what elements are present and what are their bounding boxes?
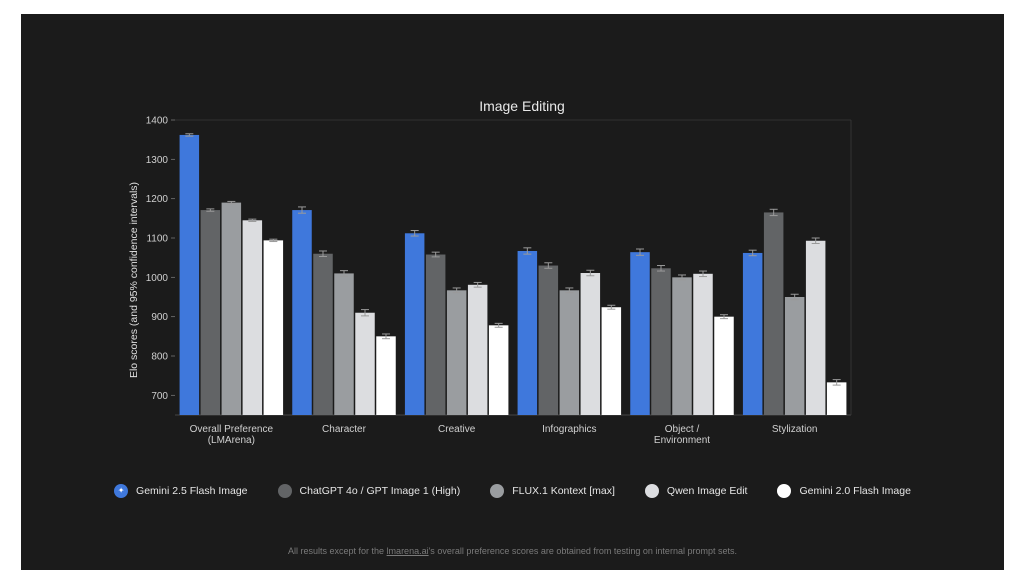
legend-label: Qwen Image Edit xyxy=(666,485,748,497)
bar xyxy=(334,273,354,415)
category-label: Infographics xyxy=(542,424,596,435)
category-label: Overall Preference (LMArena) xyxy=(190,424,274,446)
y-tick-label: 1200 xyxy=(146,194,169,205)
bar xyxy=(242,220,263,415)
bar xyxy=(826,382,847,415)
bar xyxy=(784,297,805,415)
legend-swatch xyxy=(644,484,659,498)
category-label: Creative xyxy=(438,424,476,435)
bar xyxy=(292,210,312,415)
y-tick-label: 1100 xyxy=(146,234,168,245)
legend-swatch xyxy=(277,484,292,498)
bar xyxy=(200,210,221,415)
legend-label: ChatGPT 4o / GPT Image 1 (High) xyxy=(299,485,461,497)
footnote-suffix: 's overall preference scores are obtaine… xyxy=(428,546,737,556)
lmarena-link[interactable]: lmarena.ai xyxy=(386,546,429,556)
bar xyxy=(263,240,284,415)
y-tick-label: 900 xyxy=(151,312,168,323)
chart-frame: Image Editing Elo scores (and 95% confid… xyxy=(21,14,1004,570)
bar xyxy=(651,268,671,415)
bar xyxy=(355,312,375,415)
bar xyxy=(601,307,622,415)
y-tick-label: 1400 xyxy=(146,116,169,127)
bar xyxy=(559,290,580,415)
bar xyxy=(693,273,713,415)
bar xyxy=(517,250,538,415)
bar xyxy=(763,212,784,415)
legend-label: Gemini 2.5 Flash Image xyxy=(136,485,248,497)
legend-item: FLUX.1 Kontext [max] xyxy=(490,484,615,498)
bar xyxy=(580,273,601,415)
bar xyxy=(221,202,242,415)
bar xyxy=(538,265,559,415)
bar xyxy=(467,284,488,415)
bar xyxy=(630,252,650,415)
y-tick-label: 800 xyxy=(151,352,168,363)
legend-item: Qwen Image Edit xyxy=(644,484,748,498)
bar xyxy=(179,134,200,415)
legend-label: Gemini 2.0 Flash Image xyxy=(799,485,911,497)
legend: ✦ Gemini 2.5 Flash Image ChatGPT 4o / GPT … xyxy=(21,484,1004,498)
bar xyxy=(742,252,763,415)
bar xyxy=(488,325,509,415)
bar-chart: Image Editing Elo scores (and 95% confid… xyxy=(128,98,852,446)
bar xyxy=(672,277,692,415)
bar xyxy=(714,316,734,415)
y-axis-label: Elo scores (and 95% confidence intervals… xyxy=(128,182,140,378)
y-tick-label: 1000 xyxy=(146,273,169,284)
bar xyxy=(425,254,446,415)
bar xyxy=(805,240,826,415)
legend-item: ✦ Gemini 2.5 Flash Image xyxy=(114,484,248,498)
legend-label: FLUX.1 Kontext [max] xyxy=(512,485,615,497)
category-label: Stylization xyxy=(772,424,818,435)
bar xyxy=(404,233,425,415)
category-label: Object / Environment xyxy=(654,424,710,446)
y-tick-label: 1300 xyxy=(146,155,169,166)
footnote-prefix: All results except for the xyxy=(288,546,387,556)
footnote: All results except for the lmarena.ai's … xyxy=(21,546,1004,556)
bar xyxy=(376,336,396,415)
legend-item: Gemini 2.0 Flash Image xyxy=(777,484,911,498)
legend-swatch xyxy=(777,484,792,498)
bar xyxy=(446,290,467,415)
legend-swatch: ✦ xyxy=(114,484,129,498)
bar xyxy=(313,253,333,415)
gemini-sparkle-icon: ✦ xyxy=(117,486,125,495)
chart-title: Image Editing xyxy=(479,98,565,114)
category-label: Character xyxy=(322,424,367,435)
legend-item: ChatGPT 4o / GPT Image 1 (High) xyxy=(277,484,461,498)
y-tick-label: 700 xyxy=(151,391,168,402)
legend-swatch xyxy=(490,484,505,498)
